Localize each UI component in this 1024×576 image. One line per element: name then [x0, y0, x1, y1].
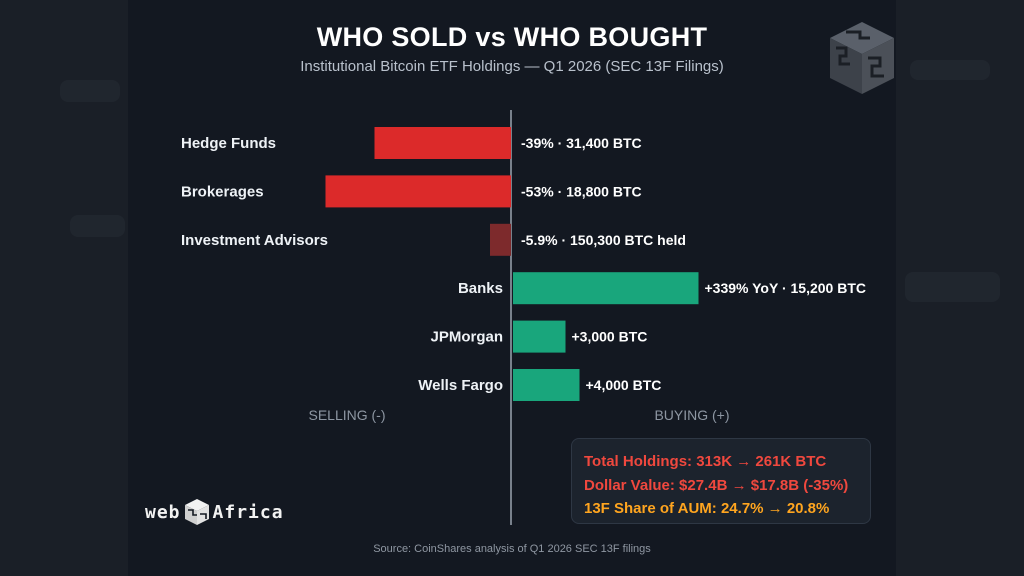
data-label: -5.9% · 150,300 BTC held: [521, 232, 686, 248]
dollar-value-text: Dollar Value: $27.4B → $17.8B (-35%): [584, 476, 849, 494]
category-label: Wells Fargo: [418, 377, 503, 394]
category-label: JPMorgan: [430, 329, 503, 346]
cube-logo-icon: [184, 499, 209, 525]
summary-box: Total Holdings: 313K → 261K BTC Dollar V…: [571, 438, 871, 524]
background-blur: [905, 272, 1000, 302]
data-label: +339% YoY · 15,200 BTC: [705, 280, 866, 296]
background-blur: [60, 80, 120, 102]
aum-share-text: 13F Share of AUM: 24.7% → 20.8%: [584, 500, 830, 517]
category-label: Banks: [458, 280, 503, 297]
brand-text-right: Africa: [212, 501, 284, 523]
category-label: Hedge Funds: [181, 135, 276, 152]
bar-investment-advisors: [490, 223, 511, 256]
chart-title: WHO SOLD vs WHO BOUGHT: [316, 22, 708, 52]
category-label: Brokerages: [181, 183, 264, 200]
total-holdings-text: Total Holdings: 313K → 261K BTC: [584, 453, 827, 470]
cube-logo-icon: [830, 22, 894, 94]
buying-side-label: BUYING (+): [654, 407, 729, 423]
data-label: +4,000 BTC: [586, 377, 662, 393]
category-label: Investment Advisors: [181, 232, 328, 249]
bar-wells-fargo: [513, 369, 580, 401]
background-blur: [910, 60, 990, 80]
source-note: Source: CoinShares analysis of Q1 2026 S…: [373, 543, 651, 555]
data-label: -53% · 18,800 BTC: [521, 183, 642, 199]
bar-brokerages: [325, 175, 511, 208]
bar-banks: [513, 272, 699, 305]
selling-side-label: SELLING (-): [308, 407, 385, 423]
brand-logo: web Africa: [145, 498, 284, 526]
bar-jpmorgan: [513, 320, 566, 353]
brand-text-left: web: [145, 501, 181, 523]
background-blur: [70, 215, 125, 237]
chart-subtitle: Institutional Bitcoin ETF Holdings — Q1 …: [300, 58, 724, 75]
bar-hedge-funds: [374, 127, 511, 159]
data-label: -39% · 31,400 BTC: [521, 135, 642, 151]
data-label: +3,000 BTC: [572, 329, 648, 345]
